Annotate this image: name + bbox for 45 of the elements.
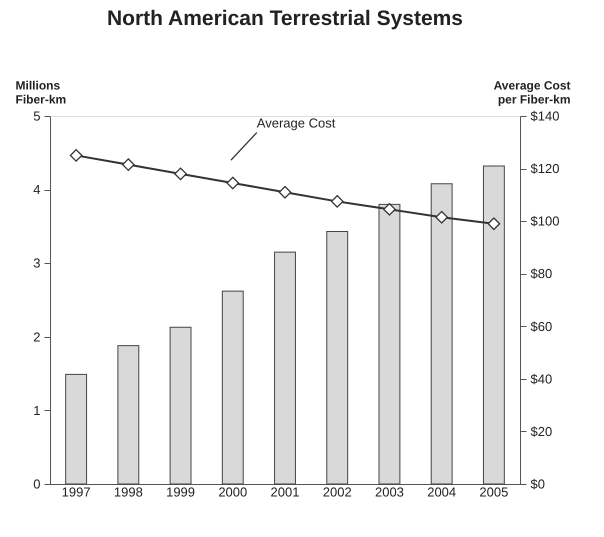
y-tick-label: 5 xyxy=(33,108,40,124)
y2-tick-label: $20 xyxy=(530,424,552,439)
x-tick-label: 1998 xyxy=(114,484,143,500)
annotation: Average Cost xyxy=(256,116,336,131)
bar xyxy=(482,166,505,484)
x-tick-label: 1997 xyxy=(62,484,91,500)
bar xyxy=(326,231,348,484)
y2-tick-label: $40 xyxy=(530,371,552,386)
y2-tick-label: $60 xyxy=(530,318,552,334)
bar xyxy=(430,183,453,484)
bar xyxy=(378,204,400,484)
bar xyxy=(117,345,140,484)
y-tick-label: 0 xyxy=(33,476,40,492)
x-tick-label: 2000 xyxy=(218,484,248,500)
x-tick-label: 2001 xyxy=(270,484,300,500)
point xyxy=(226,176,240,190)
point xyxy=(488,217,500,230)
x-tick-label: 2003 xyxy=(374,484,404,500)
x-tick-label: 2002 xyxy=(322,484,352,500)
point xyxy=(174,167,187,180)
point xyxy=(278,186,292,199)
bar xyxy=(170,326,192,484)
y2-tick-label: $0 xyxy=(530,476,545,492)
point xyxy=(383,202,396,216)
x-tick-label: 2005 xyxy=(479,484,508,500)
y2-tick-label: $100 xyxy=(530,214,560,229)
bar xyxy=(222,290,244,484)
point xyxy=(330,195,344,208)
y2-tick-label: $80 xyxy=(530,266,552,282)
point xyxy=(435,210,448,224)
bar xyxy=(65,374,88,484)
chart-title: North American Terrestrial Systems xyxy=(107,7,463,30)
y-axis-title: Millions Fiber-km xyxy=(16,78,66,106)
x-tick-label: 2004 xyxy=(427,484,456,500)
y-tick-label: 1 xyxy=(33,402,40,418)
bar xyxy=(274,252,296,484)
y2-axis-title: Average Cost per Fiber-km xyxy=(494,78,570,106)
y-tick-label: 3 xyxy=(33,256,40,271)
point xyxy=(122,158,135,171)
y-tick-label: 2 xyxy=(33,329,40,344)
point xyxy=(70,149,82,162)
x-tick-label: 1999 xyxy=(166,484,196,500)
y-tick-label: 4 xyxy=(33,182,40,198)
y2-tick-label: $120 xyxy=(530,161,560,176)
y2-tick-label: $140 xyxy=(530,108,560,124)
